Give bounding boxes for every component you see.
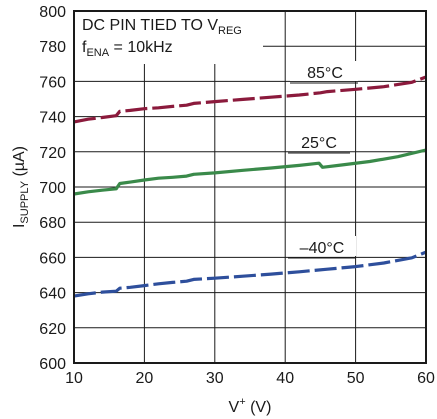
x-tick-label: 10 [65,370,83,387]
y-tick-label: 660 [39,250,66,267]
annotation-box [75,12,263,64]
series-label-bg [288,236,356,256]
y-tick-label: 700 [39,180,66,197]
series-line [73,250,427,298]
y-tick-label: 800 [39,4,66,21]
y-tick-label: 780 [39,39,66,56]
series-label-bg [288,131,350,151]
x-tick-label: 60 [417,370,435,387]
label-backgrounds: 85°C 25°C –40°C [288,61,358,259]
series-label: 25°C [301,135,337,152]
x-axis-label: V+ (V) [229,396,272,416]
series-label: 85°C [307,65,343,82]
x-tick-label: 50 [347,370,365,387]
y-tick-label: 760 [39,74,66,91]
y-tick-label: 620 [39,321,66,338]
series-label: –40°C [300,240,345,257]
y-axis-label: ISUPPLY (µA) [11,146,31,228]
y-tick-label: 600 [39,356,66,373]
series-label-bg [290,61,358,81]
annotation-line2: fENA = 10kHz [82,39,173,59]
x-tick-label: 30 [206,370,224,387]
series-line [73,148,427,196]
plot-frame [73,10,427,364]
y-tick-label: 740 [39,110,66,127]
annotation-line1: DC PIN TIED TO VREG [82,17,242,37]
x-tick-label: 20 [136,370,154,387]
series-group [73,75,427,298]
series-line [73,75,427,124]
x-tick-label: 40 [276,370,294,387]
y-tick-label: 720 [39,145,66,162]
y-tick-label: 680 [39,215,66,232]
tick-labels: 10 20 30 40 50 60 600 620 640 660 680 700 720 740 760 7… [39,4,435,387]
y-tick-label: 640 [39,286,66,303]
